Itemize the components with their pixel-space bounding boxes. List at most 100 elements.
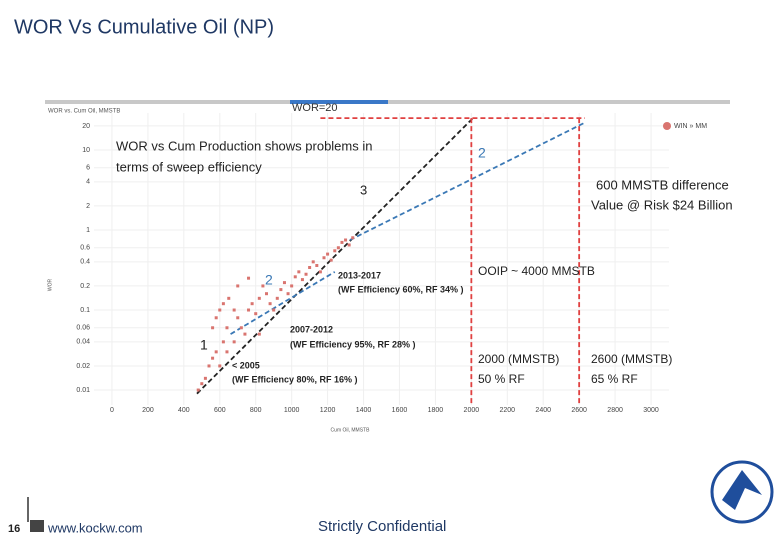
scatter-point	[227, 296, 231, 300]
scatter-point	[221, 340, 225, 344]
x-axis-label: Cum Oil, MMSTB	[331, 427, 371, 433]
scatter-point	[326, 252, 330, 256]
scatter-point	[336, 246, 340, 250]
scatter-point	[225, 326, 229, 330]
y-tick-label: 20	[82, 123, 90, 130]
scatter-point	[329, 258, 333, 262]
annotation: (WF Efficiency 80%, RF 16% )	[232, 374, 358, 384]
scatter-point	[247, 308, 251, 312]
x-tick-label: 2600	[571, 407, 587, 414]
y-tick-label: 4	[86, 179, 90, 186]
scatter-point	[322, 256, 326, 260]
scatter-point	[200, 382, 204, 386]
scatter-point	[290, 284, 294, 288]
scatter-point	[225, 350, 229, 354]
scatter-point	[211, 356, 215, 360]
scatter-point	[293, 275, 297, 279]
y-tick-label: 0.2	[80, 283, 90, 290]
scatter-point	[232, 340, 236, 344]
scatter-point	[311, 260, 315, 264]
logo-ring	[710, 460, 774, 524]
scatter-point	[347, 243, 351, 247]
x-tick-label: 0	[110, 407, 114, 414]
reference-line	[230, 271, 336, 335]
annotation: (WF Efficiency 60%, RF 34% )	[338, 284, 464, 294]
x-tick-label: 600	[214, 407, 226, 414]
annotation: 2007-2012	[290, 324, 333, 334]
scatter-point	[315, 264, 319, 268]
y-tick-label: 0.6	[80, 245, 90, 252]
scatter-point	[257, 332, 261, 336]
annotation: 2013-2017	[338, 270, 381, 280]
reference-line	[349, 121, 586, 241]
scatter-point	[211, 326, 215, 330]
annotation: (WF Efficiency 95%, RF 28% )	[290, 339, 416, 349]
annotation: WOR=20	[292, 102, 338, 114]
y-tick-label: 10	[82, 147, 90, 154]
scatter-point	[236, 316, 240, 320]
scatter-point	[221, 302, 225, 306]
scatter-point	[282, 281, 286, 285]
scatter-point	[232, 308, 236, 312]
annotation: 1	[200, 337, 208, 353]
x-tick-label: 1400	[356, 407, 372, 414]
x-tick-label: 1800	[428, 407, 444, 414]
annotation: 600 MMSTB difference	[596, 177, 729, 192]
y-tick-label: 0.06	[76, 325, 90, 332]
scatter-point	[304, 272, 308, 276]
scatter-point	[214, 350, 218, 354]
scatter-point	[300, 278, 304, 282]
annotation: 3	[360, 182, 367, 197]
legend-label: WIN » MM	[674, 123, 707, 130]
scatter-point	[261, 284, 265, 288]
annotation: terms of sweep efficiency	[116, 159, 262, 174]
scatter-point	[308, 265, 312, 269]
annotation: 50 % RF	[478, 372, 525, 386]
scatter-point	[239, 326, 243, 330]
annotation: 65 % RF	[591, 372, 638, 386]
y-tick-label: 0.4	[80, 259, 90, 266]
scatter-point	[340, 240, 344, 244]
x-tick-label: 3000	[643, 407, 659, 414]
x-tick-label: 400	[178, 407, 190, 414]
scatter-point	[236, 284, 240, 288]
annotation: 2	[478, 145, 486, 161]
scatter-point	[254, 312, 258, 316]
scatter-point	[218, 308, 222, 312]
footer-square	[30, 520, 44, 532]
chart-top-bar-tab	[290, 100, 388, 104]
y-tick-label: 0.02	[76, 363, 90, 370]
scatter-point	[268, 302, 272, 306]
x-tick-label: 2400	[535, 407, 551, 414]
reference-line	[196, 117, 474, 395]
annotation: OOIP ~ 4000 MMSTB	[478, 264, 595, 278]
scatter-point	[250, 302, 254, 306]
footer-url: www.kockw.com	[47, 520, 143, 535]
scatter-point	[214, 316, 218, 320]
scatter-point	[247, 276, 251, 280]
scatter-point	[344, 238, 348, 242]
footer-confidential: Strictly Confidential	[318, 518, 446, 535]
annotation: WOR vs Cum Production shows problems in	[116, 138, 372, 153]
company-logo	[710, 460, 774, 524]
scatter-point	[272, 308, 276, 312]
x-tick-label: 200	[142, 407, 154, 414]
x-tick-label: 800	[250, 407, 262, 414]
logo-bird	[722, 470, 762, 510]
annotation: Value @ Risk $24 Billion	[591, 197, 733, 212]
scatter-point	[257, 296, 261, 300]
page-number: 16	[8, 523, 20, 535]
y-tick-label: 1	[86, 227, 90, 234]
y-tick-label: 0.1	[80, 307, 90, 314]
x-tick-label: 1600	[392, 407, 408, 414]
slide-title: WOR Vs Cumulative Oil (NP)	[14, 16, 274, 38]
scatter-point	[203, 376, 207, 380]
scatter-point	[286, 292, 290, 296]
annotation: < 2005	[232, 360, 260, 370]
scatter-point	[318, 270, 322, 274]
x-tick-label: 2000	[464, 407, 480, 414]
annotation: 2000 (MMSTB)	[478, 352, 559, 366]
y-axis-label: WOR	[47, 279, 53, 292]
